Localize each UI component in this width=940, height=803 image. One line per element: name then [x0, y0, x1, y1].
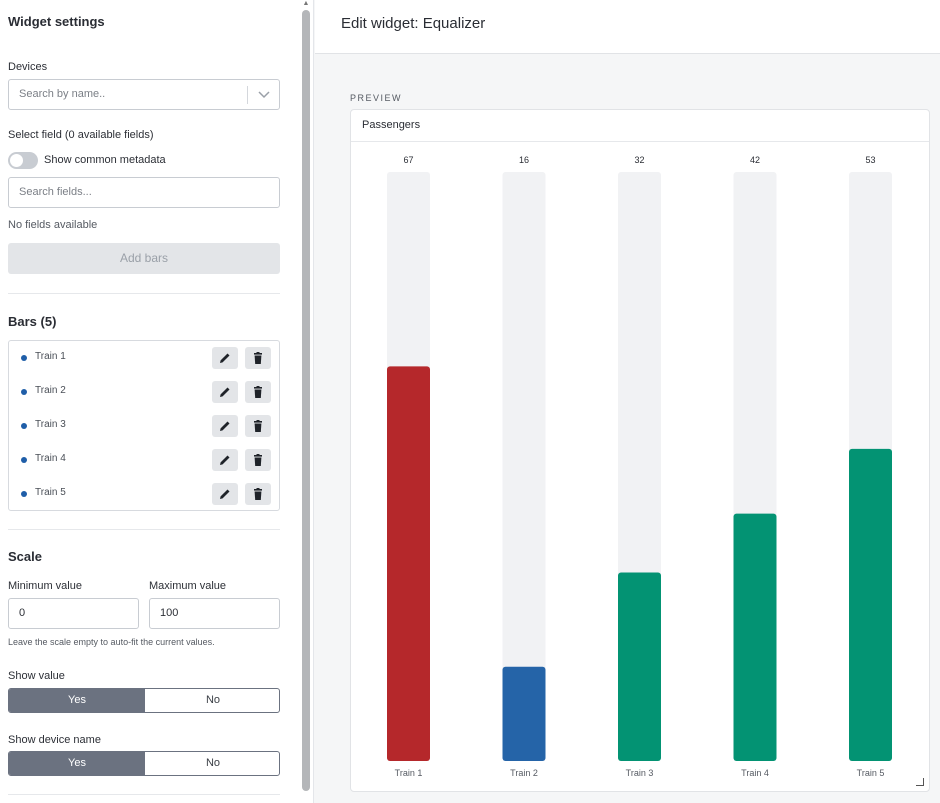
category-label: Train 5	[857, 768, 885, 778]
delete-button[interactable]	[245, 483, 271, 505]
pencil-icon	[220, 421, 230, 431]
page-title: Edit widget: Equalizer	[341, 15, 486, 32]
pencil-icon	[220, 387, 230, 397]
select-field-label: Select field (0 available fields)	[8, 129, 154, 141]
list-item: Train 1	[9, 344, 279, 370]
no-fields-text: No fields available	[8, 219, 98, 231]
select-separator	[247, 86, 248, 104]
bullet-icon	[21, 355, 27, 361]
show-value-no[interactable]: No	[205, 694, 221, 706]
delete-button[interactable]	[245, 381, 271, 403]
trash-icon	[254, 488, 262, 500]
value-label: 42	[750, 155, 760, 165]
divider	[8, 794, 280, 795]
edit-button[interactable]	[212, 483, 238, 505]
bar-label: Train 5	[35, 487, 66, 498]
toggle-knob	[10, 154, 23, 167]
chevron-down-icon[interactable]	[255, 87, 273, 103]
bar-label: Train 4	[35, 453, 66, 464]
edit-button[interactable]	[212, 449, 238, 471]
bar-track	[502, 172, 546, 761]
trash-icon	[254, 454, 262, 466]
show-value-toggle: Yes No	[8, 688, 280, 713]
list-item: Train 5	[9, 480, 279, 506]
bullet-icon	[21, 389, 27, 395]
settings-sidebar: Widget settings Devices Search by name..…	[0, 0, 300, 803]
common-metadata-toggle[interactable]	[8, 152, 38, 169]
trash-icon	[254, 386, 262, 398]
bars-title: Bars (5)	[8, 314, 57, 329]
scroll-up-icon[interactable]: ▲	[302, 0, 310, 7]
equalizer-chart: 67 Train 1 16 Train 2 32 Train 3 42 Train 4 53 Tr…	[387, 155, 892, 778]
delete-button[interactable]	[245, 415, 271, 437]
bar-label: Train 3	[35, 419, 66, 430]
bars-list: Train 1 Train 2 Train 3	[8, 340, 280, 511]
show-value-yes[interactable]: Yes	[9, 689, 145, 712]
scale-title: Scale	[8, 549, 42, 564]
delete-button[interactable]	[245, 449, 271, 471]
edit-button[interactable]	[212, 415, 238, 437]
list-item: Train 4	[9, 446, 279, 472]
pencil-icon	[220, 489, 230, 499]
value-label: 16	[519, 155, 529, 165]
bullet-icon	[21, 457, 27, 463]
bar	[387, 366, 430, 761]
list-item: Train 2	[9, 378, 279, 404]
max-value-label: Maximum value	[149, 580, 227, 592]
add-bars-button[interactable]: Add bars	[8, 243, 280, 274]
category-label: Train 4	[741, 768, 769, 778]
devices-select[interactable]: Search by name..	[8, 79, 280, 110]
show-device-name-yes[interactable]: Yes	[9, 752, 145, 775]
search-fields-placeholder: Search fields...	[19, 186, 92, 198]
category-label: Train 2	[510, 768, 538, 778]
list-item: Train 3	[9, 412, 279, 438]
min-value-label: Minimum value	[8, 580, 82, 592]
bar	[733, 513, 777, 761]
min-value-input[interactable]: 0	[8, 598, 139, 629]
search-fields-input[interactable]: Search fields...	[8, 177, 280, 208]
show-value-label: Show value	[8, 670, 65, 682]
category-label: Train 1	[395, 768, 423, 778]
show-device-name-label: Show device name	[8, 734, 101, 746]
card-header: Passengers	[351, 110, 929, 142]
value-label: 53	[865, 155, 875, 165]
preview-label: PREVIEW	[350, 93, 403, 103]
pencil-icon	[220, 455, 230, 465]
bar	[849, 448, 892, 761]
page-header: Edit widget: Equalizer	[315, 0, 940, 54]
trash-icon	[254, 352, 262, 364]
scrollbar-thumb[interactable]	[302, 10, 310, 791]
devices-placeholder: Search by name..	[19, 88, 106, 100]
sidebar-title: Widget settings	[8, 14, 105, 29]
show-device-name-toggle: Yes No	[8, 751, 280, 776]
bar	[618, 572, 661, 761]
divider	[8, 529, 280, 530]
edit-button[interactable]	[212, 381, 238, 403]
scale-hint: Leave the scale empty to auto-fit the cu…	[8, 637, 215, 647]
bullet-icon	[21, 491, 27, 497]
preview-card: Passengers 67 Train 1 16 Train 2 32 Train 3 42…	[350, 109, 930, 792]
bar	[502, 666, 546, 761]
resize-handle-icon[interactable]	[916, 778, 924, 786]
common-metadata-label: Show common metadata	[44, 154, 166, 166]
devices-label: Devices	[8, 61, 48, 73]
category-label: Train 3	[626, 768, 654, 778]
value-label: 67	[403, 155, 413, 165]
divider	[8, 293, 280, 294]
edit-button[interactable]	[212, 347, 238, 369]
show-device-name-no[interactable]: No	[205, 757, 221, 769]
bullet-icon	[21, 423, 27, 429]
value-label: 32	[634, 155, 644, 165]
delete-button[interactable]	[245, 347, 271, 369]
pencil-icon	[220, 353, 230, 363]
bar-label: Train 1	[35, 351, 66, 362]
card-title: Passengers	[362, 119, 421, 131]
max-value-input[interactable]: 100	[149, 598, 280, 629]
trash-icon	[254, 420, 262, 432]
bar-label: Train 2	[35, 385, 66, 396]
